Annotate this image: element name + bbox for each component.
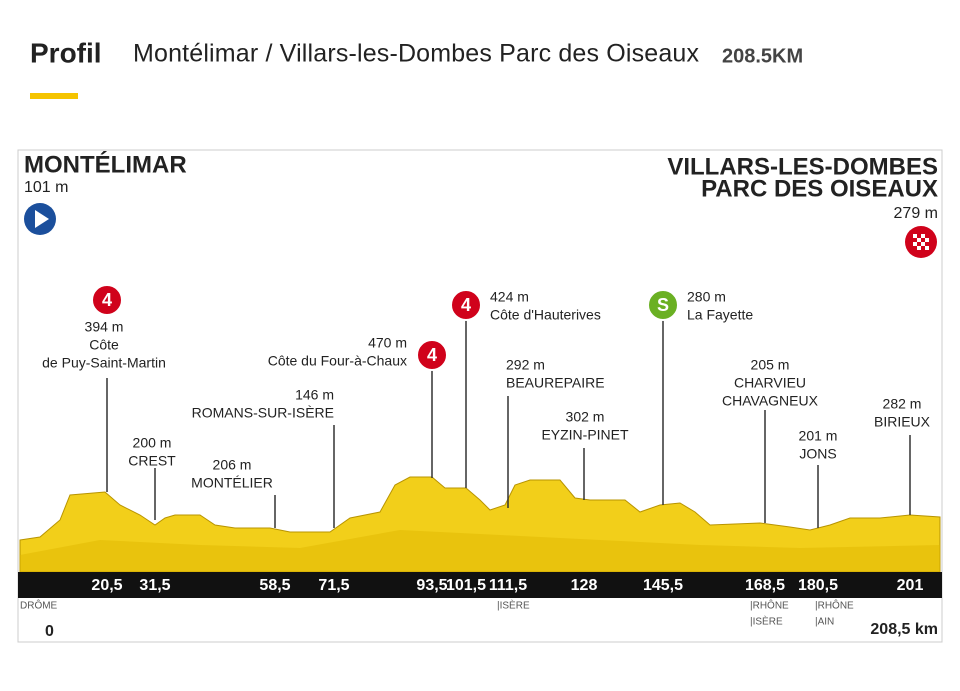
place-name: JONS	[799, 446, 836, 462]
checker	[925, 238, 929, 242]
checker	[921, 234, 925, 238]
start-name: MONTÉLIMAR	[24, 150, 187, 178]
category-label: S	[657, 295, 669, 315]
altitude: 205 m	[751, 357, 790, 373]
km-end: 208,5 km	[870, 621, 938, 638]
km-bar	[18, 572, 942, 598]
altitude: 292 m	[506, 357, 545, 373]
place-name: Côte	[89, 337, 119, 353]
category-label: 4	[427, 345, 437, 365]
km-label: 58,5	[259, 577, 290, 594]
altitude: 201 m	[799, 428, 838, 444]
category-badge	[647, 289, 679, 321]
km-label: 180,5	[798, 577, 838, 594]
altitude: 200 m	[133, 435, 172, 451]
place-name: BIRIEUX	[874, 414, 931, 430]
checker	[917, 246, 921, 250]
place-name: ROMANS-SUR-ISÈRE	[192, 405, 334, 421]
km-label: 201	[897, 577, 924, 594]
finish-altitude: 279 m	[894, 205, 938, 222]
checker	[917, 238, 921, 242]
km-label: 93,5	[416, 577, 447, 594]
place-name: de Puy-Saint-Martin	[42, 355, 166, 371]
km-label: 20,5	[91, 577, 122, 594]
category-badge	[416, 339, 448, 371]
terrain-shade	[20, 530, 940, 572]
place-name: MONTÉLIER	[191, 475, 273, 491]
distance: 208.5KM	[722, 45, 803, 67]
km-label: 168,5	[745, 577, 785, 594]
checker	[913, 234, 917, 238]
km-label: 71,5	[318, 577, 349, 594]
km-label: 128	[571, 577, 598, 594]
km-label: 31,5	[139, 577, 170, 594]
place-name: CREST	[128, 453, 176, 469]
start-altitude: 101 m	[24, 179, 68, 196]
checker	[921, 242, 925, 246]
underline	[30, 93, 78, 99]
category-badge	[450, 289, 482, 321]
region-label: DRÔME	[20, 599, 58, 612]
altitude: 280 m	[687, 289, 726, 305]
place-name: La Fayette	[687, 307, 753, 323]
altitude: 282 m	[883, 396, 922, 412]
place-name: Côte du Four-à-Chaux	[268, 353, 407, 369]
category-badge	[91, 284, 123, 316]
place-name: CHAVAGNEUX	[722, 393, 819, 409]
region-label: |RHÔNE	[750, 599, 789, 612]
checker	[925, 246, 929, 250]
category-label: 4	[461, 295, 471, 315]
place-name: EYZIN-PINET	[541, 427, 629, 443]
altitude: 146 m	[295, 387, 334, 403]
km-label: 145,5	[643, 577, 683, 594]
finish-name: PARC DES OISEAUX	[701, 175, 938, 202]
region-label: |AIN	[815, 617, 834, 628]
place-name: CHARVIEU	[734, 375, 806, 391]
altitude: 424 m	[490, 289, 529, 305]
header-label: Profil	[30, 37, 102, 68]
altitude: 470 m	[368, 335, 407, 351]
route-title: Montélimar / Villars-les-Dombes Parc des…	[133, 40, 700, 68]
region-label: |ISÈRE	[497, 599, 530, 612]
start-arrow	[35, 210, 49, 228]
region-label: |RHÔNE	[815, 599, 854, 612]
checker	[913, 242, 917, 246]
altitude: 302 m	[566, 409, 605, 425]
km-label: 101,5	[446, 577, 486, 594]
region-label: |ISÈRE	[750, 615, 783, 628]
place-name: Côte d'Hauterives	[490, 307, 601, 323]
altitude: 394 m	[85, 319, 124, 335]
km-label: 111,5	[489, 577, 527, 594]
altitude: 206 m	[213, 457, 252, 473]
finish-name: VILLARS-LES-DOMBES	[667, 153, 938, 180]
category-label: 4	[102, 290, 112, 310]
place-name: BEAUREPAIRE	[506, 375, 605, 391]
km-start: 0	[45, 623, 54, 640]
